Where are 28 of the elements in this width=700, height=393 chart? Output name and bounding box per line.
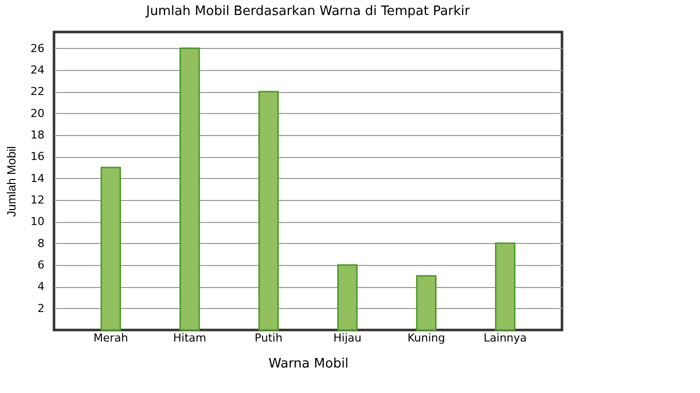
x-tick-label: Hitam [173, 332, 206, 344]
y-tick-label: 18 [30, 128, 44, 142]
bar [337, 264, 358, 331]
x-axis-title: Warna Mobil [268, 356, 349, 372]
y-tick-label: 12 [30, 193, 44, 206]
y-tick-label: 8 [38, 236, 44, 250]
bar [100, 166, 122, 331]
y-tick-label: 16 [30, 150, 44, 164]
y-tick-label: 10 [30, 215, 44, 228]
x-tick-label: Kuning [408, 332, 446, 344]
y-tick-label: 2 [38, 302, 44, 315]
chart-title: Jumlah Mobil Berdasarkan Warna di Tempat Parkir [145, 4, 471, 19]
y-tick-label: 22 [30, 85, 44, 98]
y-tick-label: 24 [30, 63, 44, 76]
y-axis-title: Jumlah Mobil [4, 146, 19, 217]
x-tick-label: Hijau [333, 332, 362, 344]
x-tick-label: Putih [254, 332, 282, 344]
bar [258, 90, 279, 331]
y-tick-label: 20 [30, 106, 44, 120]
bar [494, 242, 516, 331]
y-tick-label: 26 [30, 42, 44, 55]
bar [416, 275, 437, 331]
y-tick-label: 14 [30, 172, 44, 185]
x-tick-label: Merah [94, 332, 128, 344]
y-tick-label: 4 [38, 280, 44, 294]
bar [179, 48, 200, 331]
y-tick-label: 6 [38, 258, 44, 272]
x-tick-label: Lainnya [484, 332, 527, 344]
